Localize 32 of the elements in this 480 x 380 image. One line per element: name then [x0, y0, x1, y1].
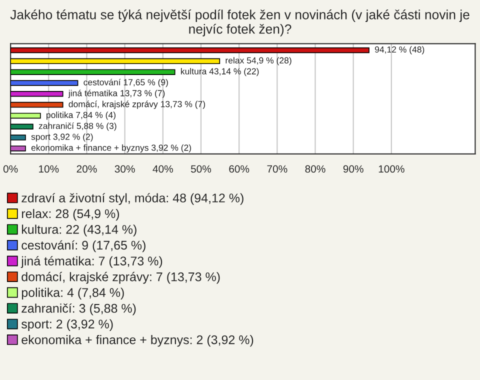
legend-label: sport: 2 (3,92 %): [22, 319, 113, 331]
x-tick-label: 70%: [267, 165, 288, 173]
legend-label: kultura: 22 (43,14 %): [22, 224, 136, 236]
x-tick-label: 10%: [39, 165, 59, 173]
x-tick-label: 0%: [3, 165, 18, 173]
data-label: sport 3,92 % (2): [31, 133, 93, 142]
data-label: politika 7,84 % (4): [46, 112, 116, 120]
legend-label: ekonomika + finance + byznys: 2 (3,92 %): [22, 335, 254, 347]
legend-label: politika: 4 (7,84 %): [22, 288, 124, 300]
x-tick-label: 30%: [114, 165, 135, 173]
x-tick-label: 100%: [378, 165, 404, 173]
data-label: cestování 17,65 % (9): [84, 78, 168, 88]
data-label: 94,12 % (48): [374, 46, 424, 54]
x-tick-label: 20%: [76, 165, 97, 173]
chart-title: Jakého tématu se týká největší podíl fotek žen v novinách (v jaké části novin je nejvíc fotek žen)?: [10, 10, 470, 36]
legend-label: relax: 28 (54,9 %): [22, 208, 120, 221]
data-label: relax 54,9 % (28): [226, 57, 292, 66]
legend-label: jiná tématika: 7 (13,73 %): [20, 256, 162, 268]
data-label: zahraničí 5,88 % (3): [38, 122, 116, 131]
data-label: domácí, krajské zprávy 13,73 % (7): [68, 100, 205, 109]
x-tick-label: 90%: [343, 165, 364, 173]
data-label: jiná tématika 13,73 % (7): [68, 90, 165, 98]
x-tick-label: 80%: [305, 165, 326, 173]
x-tick-label: 60%: [229, 165, 250, 173]
legend-label: zahraničí: 3 (5,88 %): [22, 303, 136, 316]
data-label: ekonomika + finance + byznys 3,92 % (2): [31, 144, 192, 153]
x-tick-label: 40%: [152, 165, 173, 173]
data-label: kultura 43,14 % (22): [181, 68, 259, 76]
legend-label: domácí, krajské zprávy: 7 (13,73 %): [22, 272, 220, 284]
legend-label: zdraví a životní styl, móda: 48 (94,12 %): [22, 193, 244, 205]
x-tick-label: 50%: [190, 165, 212, 173]
legend-label: cestování: 9 (17,65 %): [22, 240, 146, 252]
